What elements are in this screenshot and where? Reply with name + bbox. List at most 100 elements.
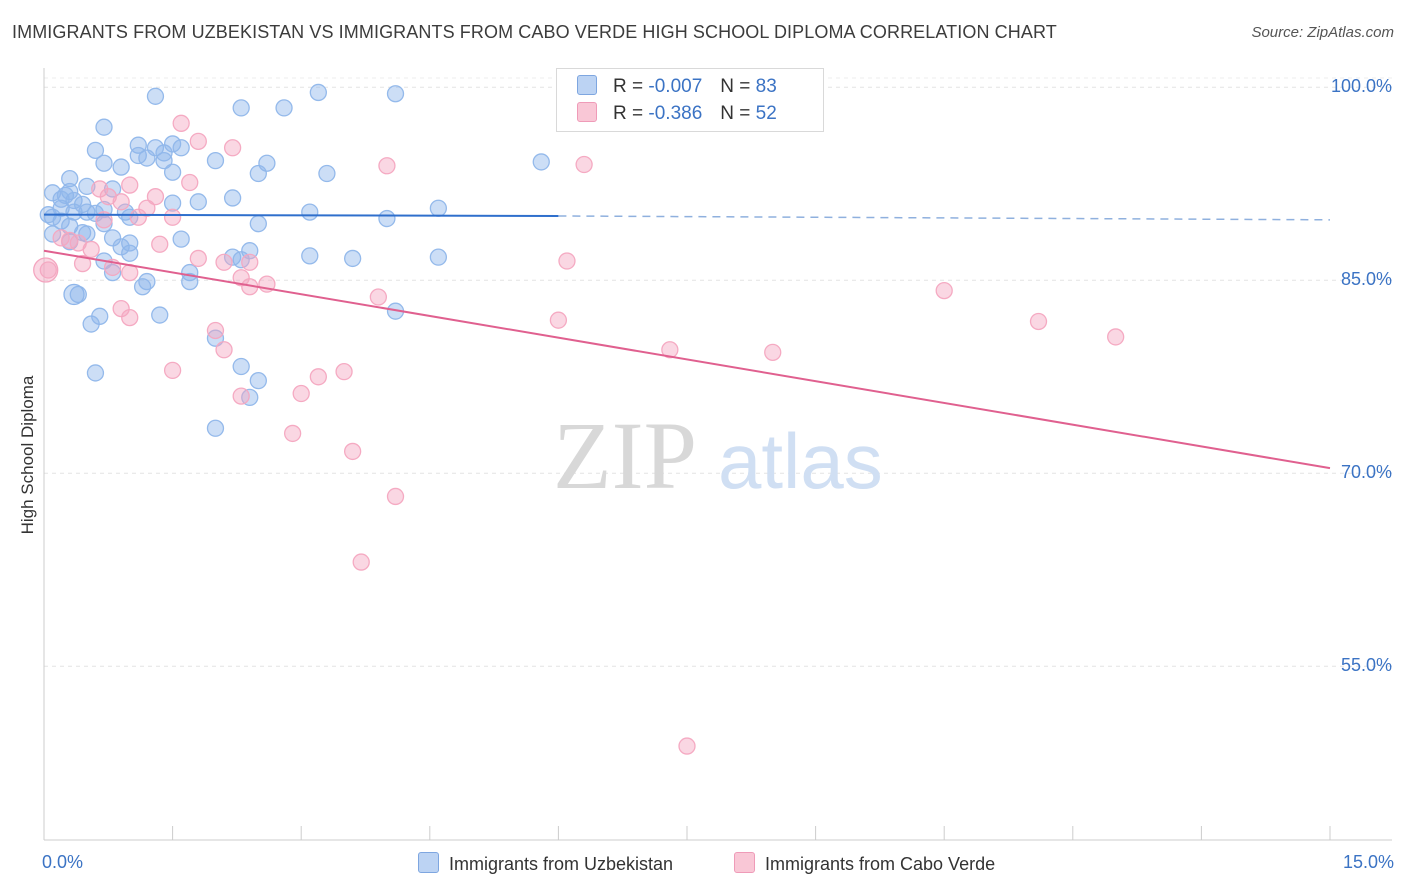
correlation-legend: R = -0.007 N = 83 R = -0.386 N = 52 — [556, 68, 824, 132]
data-point — [318, 164, 336, 183]
data-point — [52, 190, 70, 208]
data-point — [112, 238, 130, 256]
legend-label-cabo-verde: Immigrants from Cabo Verde — [765, 854, 996, 874]
data-point — [232, 387, 250, 405]
data-point — [1107, 328, 1125, 346]
n-value: 52 — [755, 103, 777, 124]
data-point — [39, 261, 57, 279]
data-point — [241, 388, 259, 407]
chart-title: IMMIGRANTS FROM UZBEKISTAN VS IMMIGRANTS… — [12, 22, 1057, 42]
data-point — [82, 240, 100, 259]
data-point — [82, 315, 100, 333]
data-point — [386, 487, 405, 506]
data-point — [163, 163, 182, 181]
data-point — [232, 99, 250, 117]
data-point — [129, 208, 147, 226]
data-point — [33, 257, 59, 283]
data-point — [343, 249, 362, 268]
data-point — [99, 188, 117, 206]
data-point — [549, 311, 568, 329]
cabo-verde-legend-swatch — [734, 852, 755, 873]
data-point — [61, 170, 79, 188]
data-point — [206, 419, 225, 437]
data-point — [215, 341, 233, 359]
data-point — [206, 321, 225, 340]
data-point — [206, 151, 225, 170]
data-point — [429, 248, 448, 266]
data-point — [189, 132, 207, 150]
data-point — [378, 209, 396, 228]
y-tick-label: 70.0% — [1340, 462, 1392, 483]
data-point — [151, 306, 169, 324]
data-point — [335, 363, 353, 381]
y-tick-label: 100.0% — [1330, 76, 1392, 97]
r-value: -0.386 — [648, 103, 703, 124]
data-point — [232, 357, 250, 376]
data-point — [121, 176, 139, 194]
data-point — [172, 114, 190, 132]
data-point — [69, 285, 87, 304]
data-point — [532, 153, 550, 171]
data-point — [764, 343, 782, 362]
series-cabo-verde-points — [33, 114, 1125, 755]
data-point — [181, 173, 199, 192]
data-point — [1029, 312, 1048, 331]
data-point — [369, 288, 388, 306]
data-point — [181, 272, 199, 291]
data-point — [138, 149, 156, 167]
data-point — [661, 341, 679, 359]
data-point — [163, 208, 182, 226]
data-point — [133, 278, 152, 296]
data-point — [95, 154, 113, 172]
legend-item-cabo-verde: Immigrants from Cabo Verde — [734, 852, 995, 875]
data-point — [223, 139, 242, 157]
trend-line-cabo-verde — [43, 249, 1331, 470]
data-point — [163, 361, 182, 380]
data-point — [86, 141, 105, 159]
x-tick-label-max: 15.0% — [1342, 852, 1394, 872]
data-point — [163, 194, 182, 212]
r-label: R = — [613, 76, 644, 97]
x-tick-label-min: 0.0% — [42, 852, 84, 872]
legend-label-uzbekistan: Immigrants from Uzbekistan — [449, 854, 674, 874]
data-point — [112, 158, 130, 176]
chart-source: Source: ZipAtlas.com — [1251, 24, 1394, 41]
n-value: 83 — [755, 76, 777, 97]
legend-row-uzbekistan: R = -0.007 N = 83 — [577, 75, 777, 99]
data-point — [223, 189, 242, 207]
data-point — [146, 188, 165, 206]
r-value: -0.007 — [648, 76, 703, 97]
data-point — [73, 254, 92, 273]
data-point — [249, 164, 267, 183]
data-point — [86, 364, 105, 382]
data-point — [292, 384, 310, 403]
axes — [43, 68, 1392, 841]
data-point — [352, 553, 370, 571]
trend-lines — [43, 213, 1331, 470]
data-point — [301, 247, 319, 265]
cabo-verde-swatch — [577, 102, 597, 122]
data-point — [275, 99, 293, 117]
y-axis-label: High School Diploma — [18, 375, 37, 535]
data-point — [386, 85, 405, 103]
data-point — [935, 281, 953, 300]
data-point — [283, 424, 302, 443]
legend-row-cabo-verde: R = -0.386 N = 52 — [577, 102, 777, 126]
n-label: N = — [720, 103, 751, 124]
y-tick-label: 55.0% — [1340, 655, 1392, 676]
data-point — [249, 372, 267, 390]
data-point — [43, 184, 62, 202]
watermark-zip: ZIP — [553, 402, 697, 509]
data-point — [241, 253, 259, 271]
n-label: N = — [720, 76, 751, 97]
data-point — [103, 263, 122, 282]
r-label: R = — [613, 103, 644, 124]
trend-line-uzbekistan — [43, 213, 559, 217]
data-point — [189, 249, 207, 268]
data-point — [189, 193, 207, 211]
watermark: ZIP atlas — [553, 402, 883, 509]
data-point — [73, 224, 92, 242]
data-point — [343, 442, 362, 461]
data-point — [121, 244, 139, 262]
